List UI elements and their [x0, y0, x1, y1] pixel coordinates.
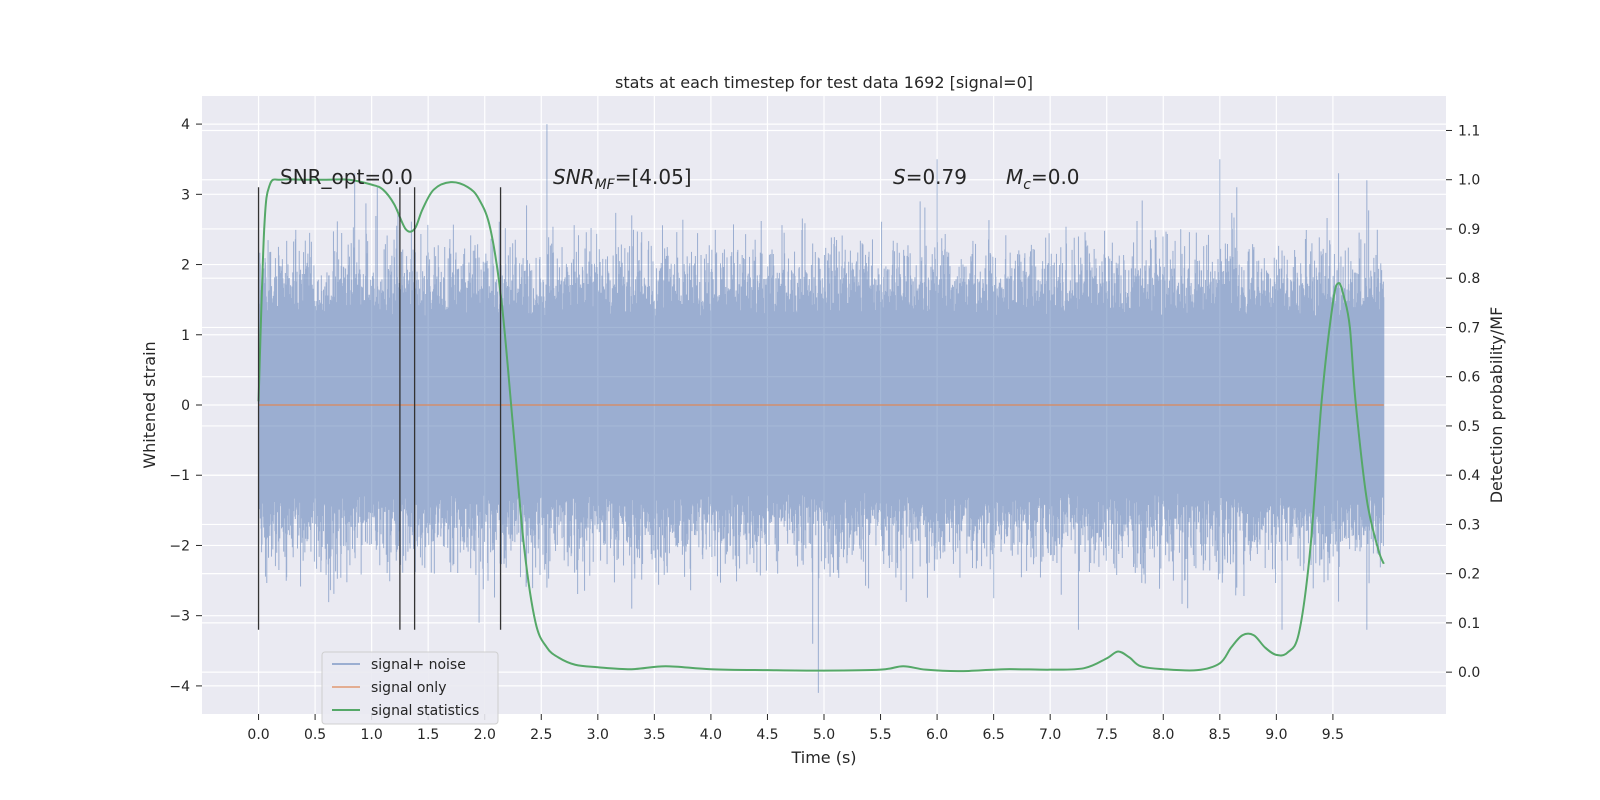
x-tick-label: 9.5 — [1322, 727, 1344, 743]
y-tick-label: 1 — [181, 328, 190, 344]
y-tick-label: −2 — [169, 538, 190, 554]
y-axis-left: 4 3 2 1 0 −1 −2 −3 −4 — [169, 117, 202, 695]
mc-sub: c — [1023, 177, 1031, 193]
x-tick-label: 4.5 — [756, 727, 778, 743]
y-tick-label: 2 — [181, 258, 190, 274]
x-tick-label: 1.5 — [417, 727, 439, 743]
y2-tick-label: 0.0 — [1458, 665, 1480, 681]
legend-label-signal-only: signal only — [371, 680, 446, 696]
chart-title: stats at each timestep for test data 169… — [615, 73, 1033, 92]
x-tick-label: 5.5 — [869, 727, 891, 743]
y-tick-label: −4 — [169, 679, 190, 695]
snr-mf-sub: MF — [595, 177, 616, 193]
y2-tick-label: 0.8 — [1458, 271, 1480, 287]
y2-tick-label: 1.1 — [1458, 123, 1480, 139]
y2-tick-label: 1.0 — [1458, 173, 1480, 189]
y2-tick-label: 0.3 — [1458, 517, 1480, 533]
y2-tick-label: 0.1 — [1458, 616, 1480, 632]
x-tick-label: 4.0 — [700, 727, 722, 743]
s-value: =0.79 — [906, 165, 967, 189]
x-tick-label: 6.0 — [926, 727, 948, 743]
y2-tick-label: 0.9 — [1458, 222, 1480, 238]
y2-tick-label: 0.4 — [1458, 468, 1480, 484]
annotation-snr-opt: SNR_opt=0.0 — [280, 165, 413, 189]
annotation-snr-mf: SNRMF=[4.05] — [553, 165, 692, 193]
legend-label-signal-statistics: signal statistics — [371, 703, 479, 719]
x-tick-label: 5.0 — [813, 727, 835, 743]
x-tick-label: 0.0 — [247, 727, 269, 743]
x-tick-label: 1.0 — [361, 727, 383, 743]
snr-mf-value: =[4.05] — [615, 165, 692, 189]
y2-tick-label: 0.7 — [1458, 320, 1480, 336]
x-tick-label: 8.0 — [1152, 727, 1174, 743]
legend: signal+ noise signal only signal statist… — [321, 651, 499, 725]
annotation-s: S=0.79 — [893, 165, 967, 189]
x-tick-label: 0.5 — [304, 727, 326, 743]
mc-value: =0.0 — [1031, 165, 1080, 189]
vertical-markers — [257, 187, 502, 630]
annotation-mc: Mc=0.0 — [1006, 165, 1080, 193]
y2-tick-label: 0.2 — [1458, 567, 1480, 583]
x-tick-label: 8.5 — [1209, 727, 1231, 743]
y-tick-label: −3 — [169, 609, 190, 625]
x-tick-label: 9.0 — [1265, 727, 1287, 743]
s-base: S — [893, 165, 906, 189]
x-tick-label: 7.5 — [1096, 727, 1118, 743]
series-signal-statistics — [257, 178, 1385, 673]
signal-statistics-line — [257, 178, 1385, 673]
y-tick-label: 4 — [181, 117, 190, 133]
legend-box — [321, 651, 499, 725]
y-axis-label: Whitened strain — [140, 341, 159, 468]
x-tick-label: 2.5 — [530, 727, 552, 743]
x-axis: 0.0 0.5 1.0 1.5 2.0 2.5 3.0 3.5 4.0 4.5 5.0 5.5 6.0 6… — [247, 714, 1344, 743]
y-tick-label: 0 — [181, 398, 190, 414]
mc-base: M — [1006, 165, 1023, 189]
x-tick-label: 2.0 — [474, 727, 496, 743]
y2-axis-label: Detection probability/MF — [1487, 307, 1506, 504]
y-tick-label: 3 — [181, 187, 190, 203]
x-tick-label: 7.0 — [1039, 727, 1061, 743]
x-axis-label: Time (s) — [790, 748, 856, 767]
legend-label-signal-noise: signal+ noise — [371, 657, 466, 673]
x-tick-label: 3.5 — [643, 727, 665, 743]
y2-tick-label: 0.5 — [1458, 419, 1480, 435]
x-tick-label: 3.0 — [587, 727, 609, 743]
y-axis-right: 1.1 1.0 0.9 0.8 0.7 0.6 0.5 0.4 0.3 0.2 0.1 0.0 — [1446, 123, 1480, 681]
y-tick-label: −1 — [169, 468, 190, 484]
y2-tick-label: 0.6 — [1458, 370, 1480, 386]
snr-mf-base: SNR — [553, 165, 595, 189]
x-tick-label: 6.5 — [983, 727, 1005, 743]
